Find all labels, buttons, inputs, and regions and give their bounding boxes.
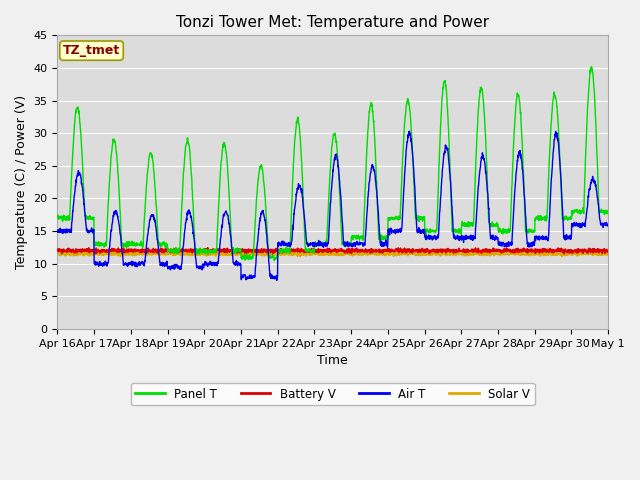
- Battery V: [556, 246, 564, 252]
- Solar V: [493, 252, 501, 257]
- Battery V: [92, 251, 99, 256]
- Text: TZ_tmet: TZ_tmet: [63, 44, 120, 57]
- Battery V: [572, 249, 579, 254]
- Battery V: [54, 247, 61, 253]
- Air T: [556, 161, 564, 167]
- Line: Air T: Air T: [58, 131, 608, 280]
- Air T: [54, 229, 61, 235]
- Solar V: [54, 252, 61, 257]
- Panel T: [571, 209, 579, 215]
- Battery V: [204, 245, 211, 251]
- Battery V: [493, 246, 501, 252]
- Line: Battery V: Battery V: [58, 248, 608, 253]
- Air T: [493, 237, 501, 242]
- Battery V: [349, 249, 357, 254]
- Y-axis label: Temperature (C) / Power (V): Temperature (C) / Power (V): [15, 95, 28, 269]
- Panel T: [349, 233, 356, 239]
- Solar V: [361, 250, 369, 256]
- Panel T: [207, 249, 215, 255]
- Solar V: [258, 249, 266, 254]
- X-axis label: Time: Time: [317, 354, 348, 367]
- Solar V: [604, 251, 612, 256]
- Air T: [349, 241, 356, 247]
- Panel T: [588, 64, 595, 70]
- Panel T: [604, 211, 612, 216]
- Panel T: [556, 153, 564, 158]
- Title: Tonzi Tower Met: Temperature and Power: Tonzi Tower Met: Temperature and Power: [176, 15, 490, 30]
- Battery V: [604, 247, 612, 252]
- Panel T: [361, 198, 369, 204]
- Air T: [406, 128, 413, 134]
- Solar V: [349, 251, 357, 257]
- Line: Panel T: Panel T: [58, 67, 608, 261]
- Panel T: [54, 213, 61, 219]
- Air T: [273, 277, 280, 283]
- Air T: [361, 242, 369, 248]
- Solar V: [296, 253, 304, 259]
- Solar V: [207, 252, 215, 257]
- Legend: Panel T, Battery V, Air T, Solar V: Panel T, Battery V, Air T, Solar V: [131, 383, 535, 405]
- Battery V: [361, 248, 369, 253]
- Solar V: [556, 251, 564, 256]
- Air T: [207, 262, 215, 267]
- Battery V: [207, 249, 215, 255]
- Panel T: [493, 223, 500, 228]
- Air T: [572, 223, 579, 229]
- Line: Solar V: Solar V: [58, 252, 608, 256]
- Solar V: [572, 252, 579, 257]
- Panel T: [271, 258, 278, 264]
- Air T: [604, 222, 612, 228]
